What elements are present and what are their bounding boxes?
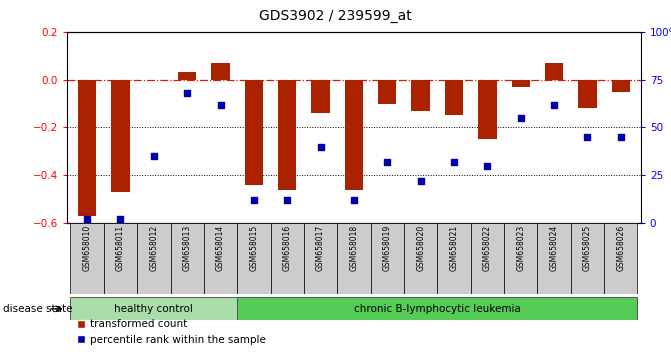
Legend: transformed count, percentile rank within the sample: transformed count, percentile rank withi… [72, 315, 270, 349]
Text: GSM658015: GSM658015 [250, 225, 258, 272]
Bar [204, 223, 238, 294]
Point [549, 102, 560, 107]
Bar [345, 80, 363, 189]
Point [382, 159, 393, 165]
Bar [537, 223, 571, 294]
Bar [504, 223, 537, 294]
Bar [104, 223, 137, 294]
Bar [604, 223, 637, 294]
Text: GSM658011: GSM658011 [116, 225, 125, 271]
Point [582, 134, 592, 140]
Text: healthy control: healthy control [114, 304, 193, 314]
Text: GSM658026: GSM658026 [616, 225, 625, 272]
Bar [545, 63, 563, 80]
Bar [311, 80, 329, 113]
Point [215, 102, 226, 107]
Text: GSM658022: GSM658022 [483, 225, 492, 271]
Text: GSM658025: GSM658025 [583, 225, 592, 272]
Point [182, 90, 193, 96]
Text: GSM658023: GSM658023 [516, 225, 525, 272]
Text: GSM658017: GSM658017 [316, 225, 325, 272]
Bar [612, 80, 630, 92]
Point [482, 163, 493, 169]
Bar [445, 80, 463, 115]
Point [349, 197, 360, 203]
Text: GSM658010: GSM658010 [83, 225, 92, 272]
Text: GSM658020: GSM658020 [416, 225, 425, 272]
Bar [437, 223, 470, 294]
Text: GSM658012: GSM658012 [150, 225, 158, 271]
Bar [137, 223, 170, 294]
Point [515, 115, 526, 121]
Bar [211, 63, 229, 80]
Text: GSM658021: GSM658021 [450, 225, 458, 271]
Text: disease state: disease state [3, 304, 73, 314]
Bar [478, 80, 497, 139]
Text: chronic B-lymphocytic leukemia: chronic B-lymphocytic leukemia [354, 304, 521, 314]
Bar [571, 223, 604, 294]
Bar [111, 80, 130, 192]
Bar [404, 223, 437, 294]
Text: GSM658016: GSM658016 [282, 225, 292, 272]
Bar [370, 223, 404, 294]
Bar [238, 223, 270, 294]
Point [148, 153, 159, 159]
Bar [270, 223, 304, 294]
Bar [70, 223, 104, 294]
Point [615, 134, 626, 140]
Bar [470, 223, 504, 294]
Point [415, 178, 426, 184]
Bar [378, 80, 397, 103]
Text: GSM658014: GSM658014 [216, 225, 225, 272]
Text: GSM658024: GSM658024 [550, 225, 558, 272]
Bar [245, 80, 263, 185]
Point [82, 216, 93, 222]
Text: GSM658018: GSM658018 [350, 225, 358, 271]
Point [115, 216, 126, 222]
Point [449, 159, 460, 165]
Bar [338, 223, 370, 294]
Bar [511, 80, 530, 87]
Bar [170, 223, 204, 294]
Point [248, 197, 259, 203]
Text: GSM658019: GSM658019 [383, 225, 392, 272]
Text: GDS3902 / 239599_at: GDS3902 / 239599_at [259, 9, 412, 23]
Bar [178, 73, 197, 80]
Bar [578, 80, 597, 108]
Bar [70, 297, 238, 320]
Bar [238, 297, 637, 320]
Text: GSM658013: GSM658013 [183, 225, 192, 272]
Point [315, 144, 326, 149]
Point [282, 197, 293, 203]
Bar [304, 223, 338, 294]
Bar [411, 80, 430, 111]
Bar [278, 80, 297, 189]
Bar [78, 80, 96, 216]
